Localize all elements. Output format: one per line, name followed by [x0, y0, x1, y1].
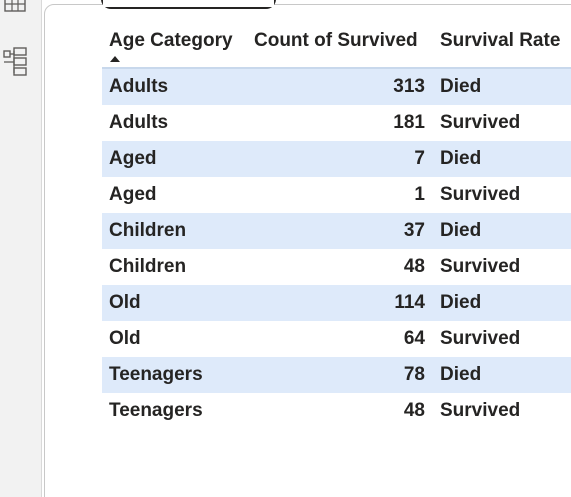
table-row[interactable]: Children 37 Died [102, 213, 571, 249]
cell-count: 114 [394, 292, 425, 313]
cell-survival-rate: Died [440, 148, 482, 169]
sort-ascending-icon [110, 56, 120, 62]
cell-age-category: Teenagers [109, 400, 203, 421]
table-header: Age Category Count of Survived Survival … [102, 23, 571, 69]
table-row[interactable]: Adults 181 Survived [102, 105, 571, 141]
cell-age-category: Children [109, 256, 187, 277]
cell-age-category: Adults [109, 112, 169, 133]
cell-survival-rate: Died [440, 292, 482, 313]
cell-survival-rate: Survived [440, 400, 521, 421]
cell-survival-rate: Died [440, 220, 482, 241]
cell-survival-rate: Survived [440, 256, 521, 277]
cell-count: 7 [414, 148, 425, 169]
cell-count: 48 [403, 256, 425, 277]
cell-age-category: Children [109, 220, 187, 241]
side-pane [0, 0, 42, 497]
table-icon[interactable] [0, 0, 30, 14]
cell-age-category: Adults [109, 76, 169, 97]
hierarchy-icon[interactable] [0, 46, 30, 78]
table-row[interactable]: Teenagers 78 Died [102, 357, 571, 393]
table-row[interactable]: Old 114 Died [102, 285, 571, 321]
cell-survival-rate: Survived [440, 184, 521, 205]
column-header-survival-rate[interactable]: Survival Rate [440, 30, 561, 51]
cell-count: 1 [414, 184, 425, 205]
cell-age-category: Old [109, 328, 141, 349]
cell-age-category: Aged [109, 148, 157, 169]
cell-count: 48 [403, 400, 425, 421]
table-row[interactable]: Aged 7 Died [102, 141, 571, 177]
cell-survival-rate: Survived [440, 112, 521, 133]
column-header-count-of-survived[interactable]: Count of Survived [254, 30, 418, 51]
cell-count: 181 [393, 112, 425, 133]
column-header-age-category[interactable]: Age Category [109, 30, 233, 51]
cell-survival-rate: Died [440, 364, 482, 385]
table-row[interactable]: Adults 313 Died [102, 69, 571, 105]
cell-count: 78 [403, 364, 425, 385]
table-row[interactable]: Children 48 Survived [102, 249, 571, 285]
cell-survival-rate: Died [440, 76, 482, 97]
cell-age-category: Aged [109, 184, 157, 205]
cell-count: 64 [403, 328, 425, 349]
cell-age-category: Old [109, 292, 141, 313]
cell-age-category: Teenagers [109, 364, 203, 385]
table-visual[interactable]: Age Category Count of Survived Survival … [44, 0, 571, 497]
table-row[interactable]: Old 64 Survived [102, 321, 571, 357]
cell-count: 37 [403, 220, 425, 241]
cell-survival-rate: Survived [440, 328, 521, 349]
cell-count: 313 [393, 76, 425, 97]
table-row[interactable]: Aged 1 Survived [102, 177, 571, 213]
table-row[interactable]: Teenagers 48 Survived [102, 393, 571, 429]
data-table: Age Category Count of Survived Survival … [102, 23, 571, 429]
